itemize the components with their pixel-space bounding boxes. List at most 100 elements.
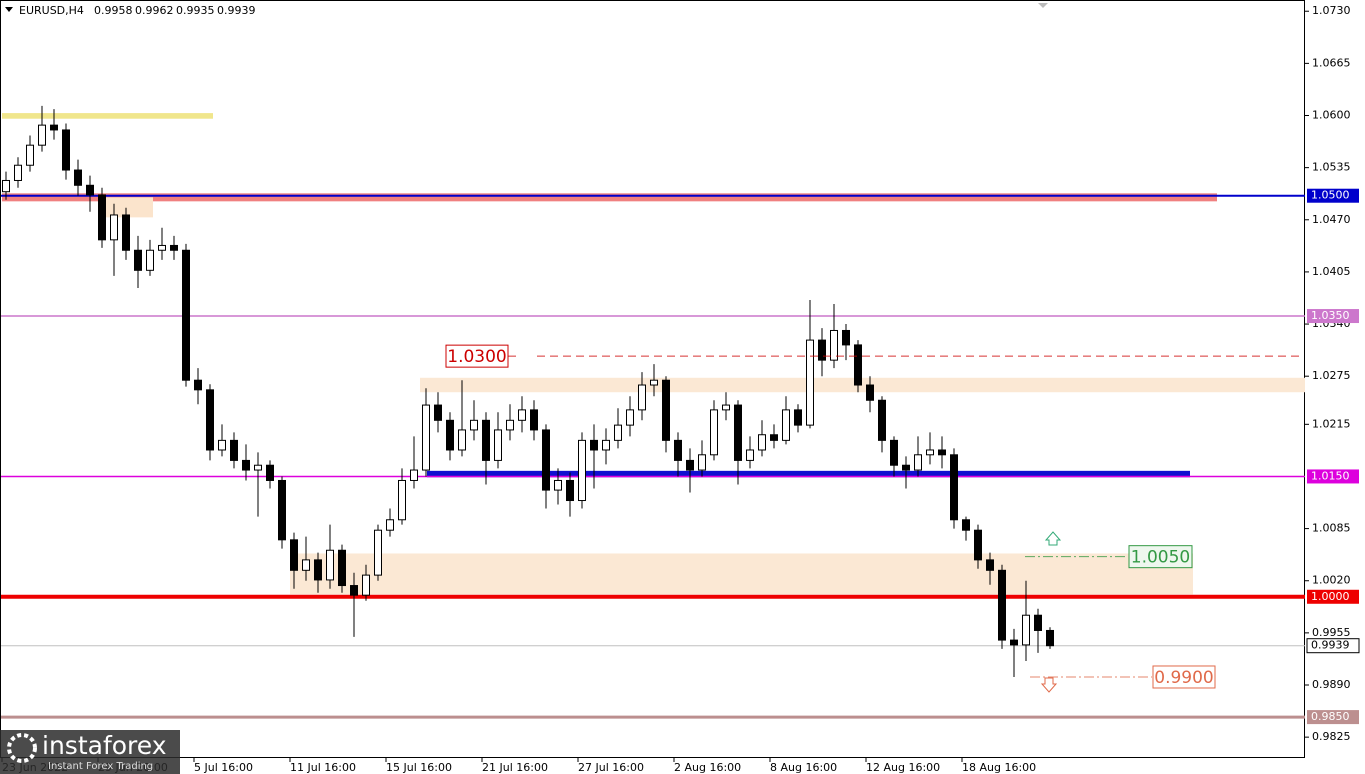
candle-body bbox=[170, 244, 178, 251]
candle-body bbox=[26, 144, 34, 166]
candle-body bbox=[242, 459, 250, 471]
candle-body bbox=[602, 439, 610, 451]
candle-body bbox=[590, 439, 598, 451]
candle-body bbox=[926, 449, 934, 456]
candle-body bbox=[830, 329, 838, 361]
y-tick-label: 1.0535 bbox=[1312, 161, 1351, 174]
candle-body bbox=[374, 529, 382, 576]
candle-body bbox=[410, 469, 418, 481]
candle-body bbox=[230, 439, 238, 461]
zone bbox=[427, 470, 1190, 478]
annotation-label: 1.0050 bbox=[1131, 548, 1190, 568]
y-tick-label: 1.0665 bbox=[1312, 56, 1351, 69]
candle-body bbox=[86, 184, 94, 196]
candle-body bbox=[650, 379, 658, 386]
candle-body bbox=[326, 549, 334, 581]
x-tick-label: 15 Jul 16:00 bbox=[386, 761, 452, 774]
watermark-brand: instaforex bbox=[42, 731, 167, 760]
annotation-label: 1.0300 bbox=[447, 347, 506, 367]
header-open: 0.9958 bbox=[94, 4, 133, 17]
x-tick-label: 21 Jul 16:00 bbox=[482, 761, 548, 774]
candle-body bbox=[398, 479, 406, 521]
candle-body bbox=[614, 424, 622, 441]
x-tick-label: 11 Jul 16:00 bbox=[290, 761, 356, 774]
candle-body bbox=[962, 519, 970, 531]
shift-marker bbox=[1038, 3, 1048, 8]
candle-body bbox=[122, 214, 130, 251]
candle-body bbox=[638, 384, 646, 411]
candle-body bbox=[494, 429, 502, 461]
annotation-label: 0.9900 bbox=[1154, 668, 1213, 688]
candle-body bbox=[194, 379, 202, 391]
header-high: 0.9962 bbox=[135, 4, 174, 17]
candle-body bbox=[146, 249, 154, 271]
candle-body bbox=[806, 339, 814, 426]
candle-body bbox=[902, 464, 910, 471]
candle-body bbox=[434, 404, 442, 421]
candle-body bbox=[50, 124, 58, 131]
candle-body bbox=[1010, 639, 1018, 646]
candle-body bbox=[674, 439, 682, 461]
candle-body bbox=[134, 249, 142, 271]
candle-body bbox=[458, 429, 466, 451]
candle-body bbox=[206, 389, 214, 451]
candle-body bbox=[734, 404, 742, 461]
y-tick-label: 1.0215 bbox=[1312, 417, 1351, 430]
level-label-bg bbox=[1307, 589, 1359, 604]
candle-body bbox=[14, 164, 22, 181]
candle-body bbox=[794, 409, 802, 426]
candle-body bbox=[770, 434, 778, 441]
candle-body bbox=[386, 519, 394, 531]
level-label: 1.0350 bbox=[1311, 309, 1350, 322]
header-low: 0.9935 bbox=[176, 4, 215, 17]
candle-body bbox=[362, 574, 370, 596]
candle-body bbox=[938, 449, 946, 456]
candle-body bbox=[758, 434, 766, 451]
down-arrow bbox=[1040, 677, 1058, 693]
zone bbox=[420, 377, 1305, 393]
candle-body bbox=[278, 479, 286, 541]
y-tick-label: 1.0085 bbox=[1312, 522, 1351, 535]
y-tick-label: 0.9890 bbox=[1312, 678, 1351, 691]
candle-body bbox=[338, 549, 346, 587]
level-label-bg bbox=[1307, 188, 1359, 203]
candle-body bbox=[110, 214, 118, 241]
candle-body bbox=[158, 244, 166, 251]
y-tick-label: 1.0470 bbox=[1312, 213, 1351, 226]
level-label-bg bbox=[1307, 309, 1359, 324]
candle-body bbox=[890, 439, 898, 466]
candle-body bbox=[866, 384, 874, 401]
candle-body bbox=[1022, 614, 1030, 646]
y-tick-label: 1.0275 bbox=[1312, 369, 1351, 382]
level-label: 1.0500 bbox=[1311, 189, 1350, 202]
x-tick-label: 8 Aug 16:00 bbox=[770, 761, 837, 774]
candle-body bbox=[686, 459, 694, 471]
candle-body bbox=[662, 379, 670, 441]
level-label: 1.0000 bbox=[1311, 590, 1350, 603]
candle-body bbox=[182, 249, 190, 381]
candle-body bbox=[98, 194, 106, 241]
symbol: EURUSD,H4 bbox=[19, 4, 84, 17]
candle-body bbox=[818, 339, 826, 361]
watermark-tagline: Instant Forex Trading bbox=[48, 761, 153, 772]
zone bbox=[290, 553, 1193, 595]
candle-body bbox=[422, 404, 430, 471]
candle-body bbox=[566, 479, 574, 502]
candle-body bbox=[1034, 614, 1042, 631]
candle-body bbox=[998, 569, 1006, 641]
candle-body bbox=[578, 439, 586, 502]
x-tick-label: 2 Aug 16:00 bbox=[674, 761, 741, 774]
x-tick-label: 5 Jul 16:00 bbox=[194, 761, 253, 774]
candle-body bbox=[266, 464, 274, 481]
candle-body bbox=[2, 179, 10, 193]
candle-body bbox=[710, 409, 718, 456]
candle-body bbox=[290, 539, 298, 571]
candle-body bbox=[554, 479, 562, 491]
level-label: 1.0150 bbox=[1311, 469, 1350, 482]
candle-body bbox=[62, 129, 70, 171]
candle-body bbox=[74, 169, 82, 186]
candle-body bbox=[38, 124, 46, 146]
header-close: 0.9939 bbox=[217, 4, 256, 17]
x-tick-label: 27 Jul 16:00 bbox=[578, 761, 644, 774]
